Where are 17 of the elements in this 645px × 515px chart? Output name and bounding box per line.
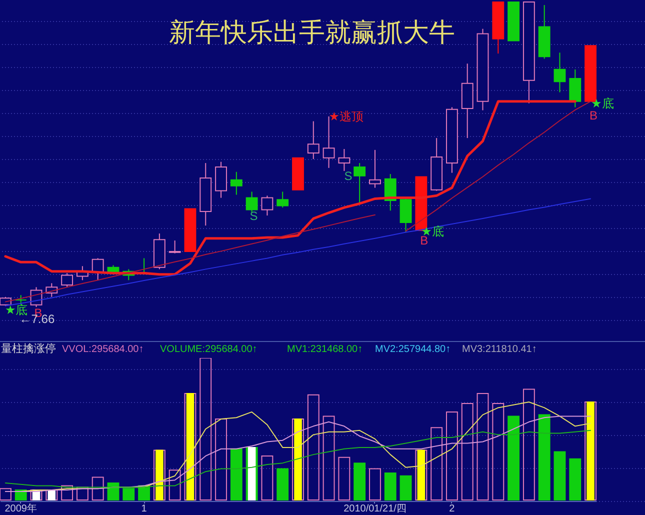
chart-title: 量柱擒涨停 bbox=[1, 343, 56, 355]
text: 新年快乐出手就赢抓大牛 bbox=[168, 17, 456, 49]
x-tick-label: 2009年 bbox=[4, 502, 37, 514]
x-tick-label: 1 bbox=[141, 504, 148, 514]
x-tick-label: 2010/01/21/四 bbox=[344, 504, 406, 514]
annotation: ★逃顶 bbox=[328, 109, 364, 124]
text: MV1:231468.00↑ bbox=[287, 344, 363, 356]
annotation: S bbox=[344, 168, 352, 183]
annotation: S bbox=[250, 208, 258, 223]
x-tick-label: 2 bbox=[449, 504, 456, 514]
annotation: ★底 bbox=[4, 303, 28, 318]
text: VVOL:295684.00↑ bbox=[62, 344, 144, 356]
text: MV2:257944.80↑ bbox=[375, 344, 451, 356]
text: VOLUME:295684.00↑ bbox=[160, 344, 258, 356]
annotation: B bbox=[590, 108, 598, 122]
text: MV3:211810.41↑ bbox=[462, 344, 537, 356]
annotation: ★底 bbox=[591, 96, 614, 110]
